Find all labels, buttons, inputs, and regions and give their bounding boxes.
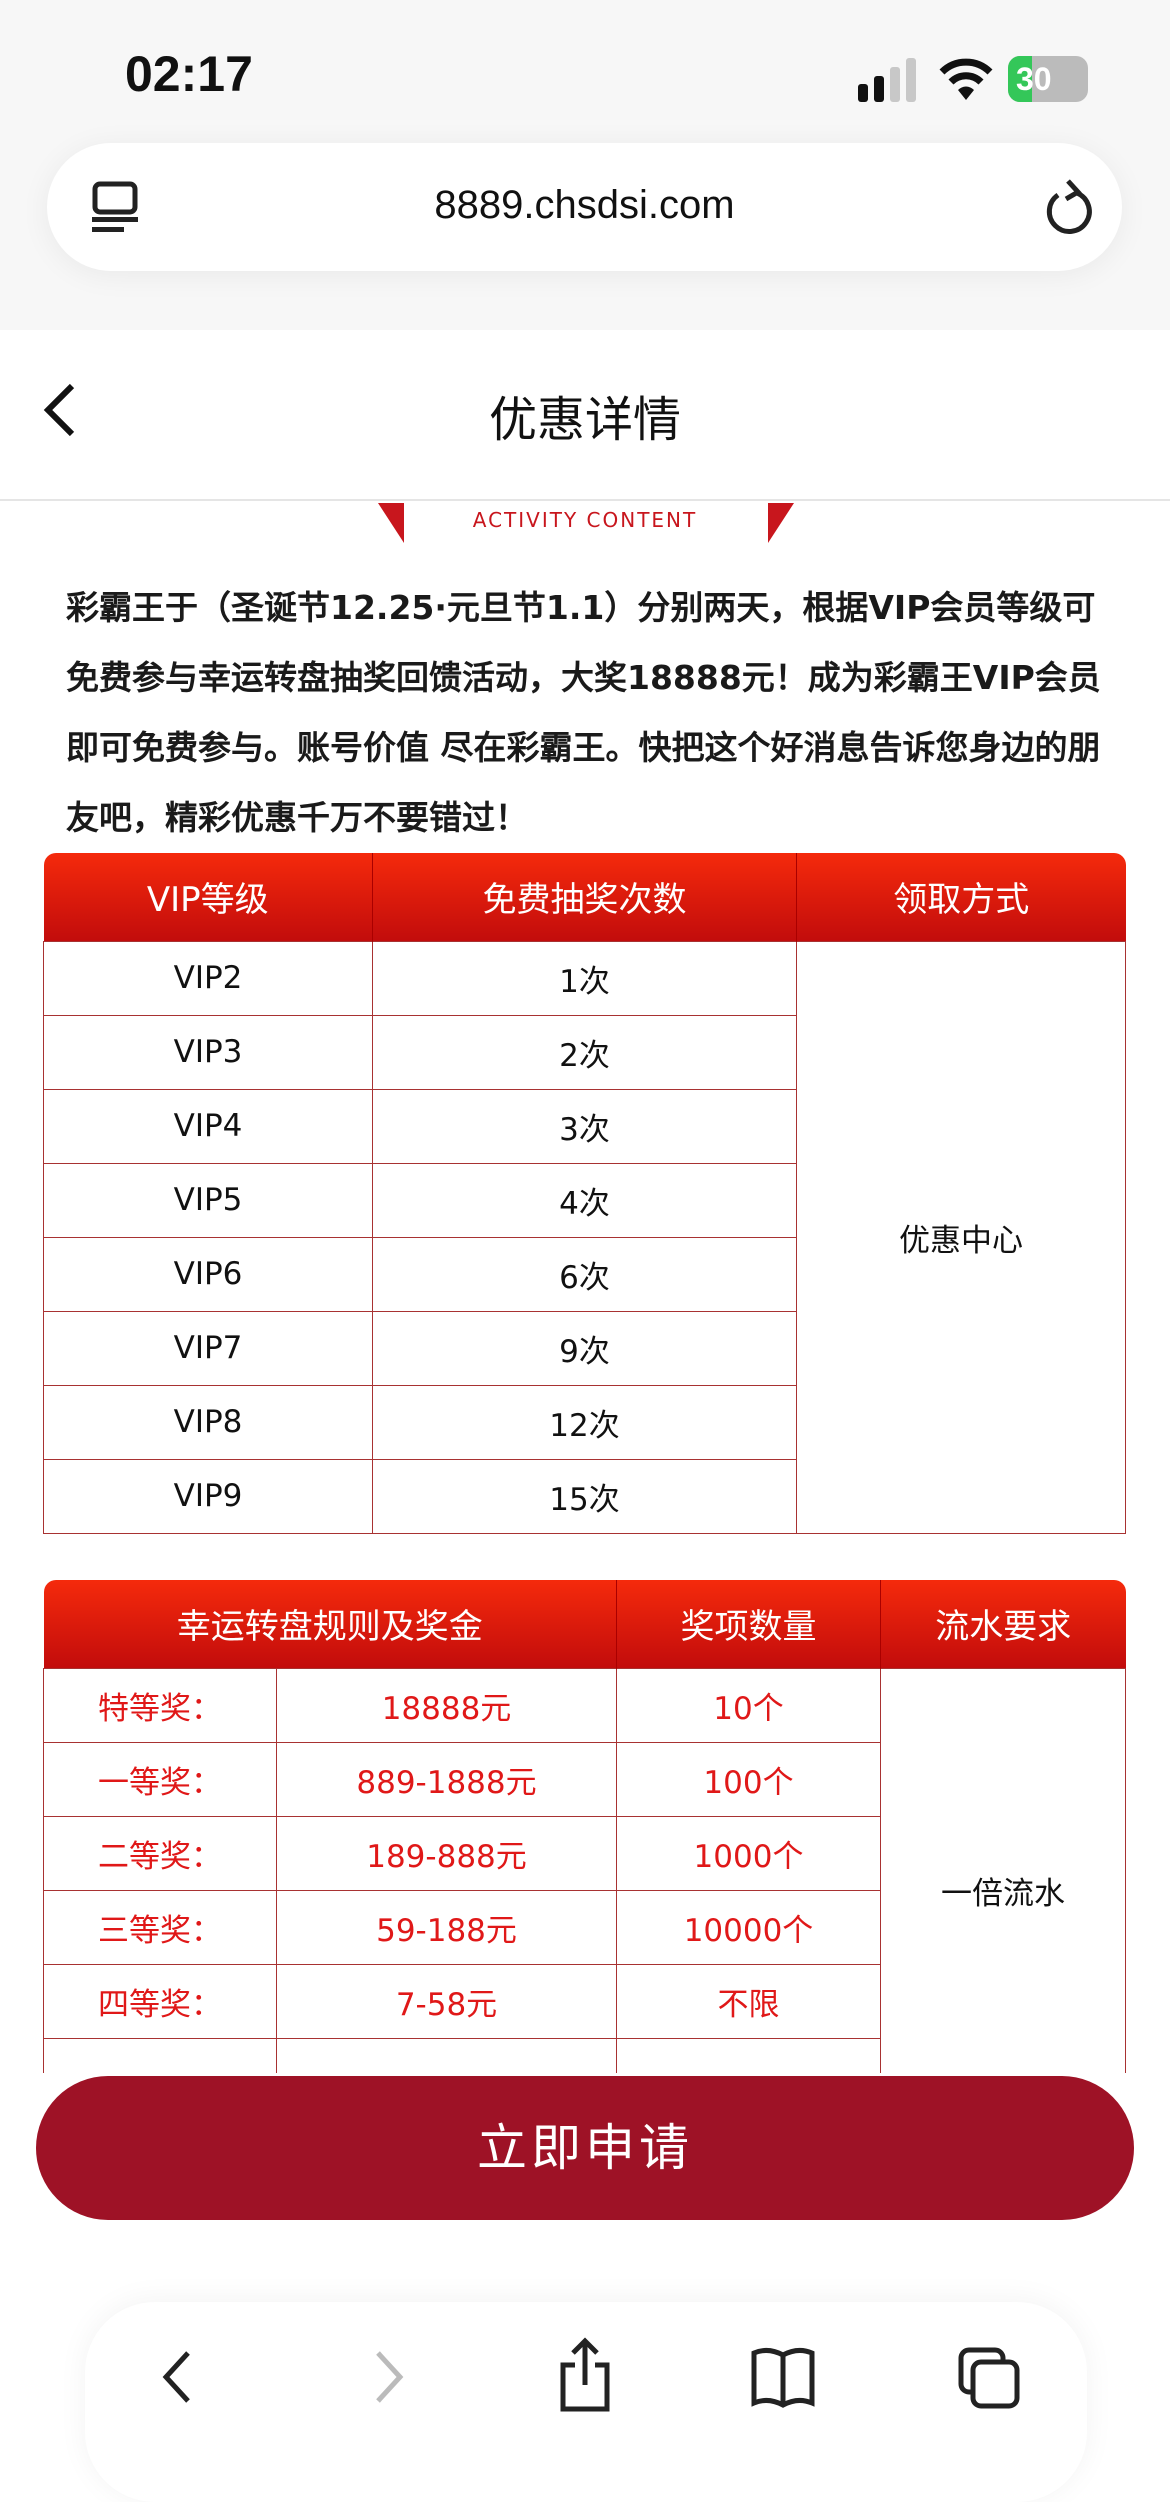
signal-icon xyxy=(858,58,916,102)
table-row: 特等奖： 18888元 10个 一倍流水 xyxy=(43,1667,1126,2073)
prize-tier: 四等奖： xyxy=(43,1963,277,2039)
draw-count: 4次 xyxy=(372,1162,797,1238)
bookmarks-icon[interactable] xyxy=(750,2347,816,2409)
draw-count: 2次 xyxy=(372,1014,797,1090)
prize-tier: 二等奖： xyxy=(43,1815,277,1891)
col-header: 免费抽奖次数 xyxy=(372,853,797,941)
col-header: 奖项数量 xyxy=(616,1580,881,1668)
prize-tier: 特等奖： xyxy=(43,1667,277,1743)
decor-left xyxy=(378,503,404,543)
browser-toolbar xyxy=(85,2302,1087,2502)
table-row: 四等奖： 7-58元 不限 xyxy=(43,1963,1126,2039)
vip-level: VIP4 xyxy=(43,1088,373,1164)
col-header: 领取方式 xyxy=(796,853,1126,941)
table-row: VIP9 15次 xyxy=(43,1458,1126,1534)
prize-amount: 18888元 xyxy=(276,1667,617,1743)
battery-icon: 30 xyxy=(1008,56,1088,102)
prize-amount: 189-888元 xyxy=(276,1815,617,1891)
prize-amount: 59-188元 xyxy=(276,1889,617,1965)
promo-content: ACTIVITY CONTENT 彩霸王于（圣诞节12.25·元旦节1.1）分别… xyxy=(0,503,1170,2073)
reader-icon[interactable] xyxy=(92,181,138,233)
table-row: VIP3 2次 xyxy=(43,1014,1126,1090)
vip-level: VIP3 xyxy=(43,1014,373,1090)
vip-level: VIP2 xyxy=(43,940,373,1016)
col-header: 幸运转盘规则及奖金 xyxy=(43,1580,617,1668)
table-row: VIP6 6次 xyxy=(43,1236,1126,1312)
draw-count: 3次 xyxy=(372,1088,797,1164)
draw-count: 6次 xyxy=(372,1236,797,1312)
page-title: 优惠详情 xyxy=(488,392,681,448)
vip-level: VIP6 xyxy=(43,1236,373,1312)
prize-amount: 889-1888元 xyxy=(276,1741,617,1817)
forward-icon[interactable] xyxy=(368,2347,408,2407)
table-row: VIP7 9次 xyxy=(43,1310,1126,1386)
page-header: 优惠详情 xyxy=(0,330,1170,501)
back-icon[interactable] xyxy=(158,2347,198,2407)
vip-level: VIP9 xyxy=(43,1458,373,1534)
battery-level: 30 xyxy=(1016,61,1052,97)
apply-button[interactable]: 立即申请 xyxy=(36,2076,1134,2220)
address-bar[interactable]: 8889.chsdsi.com xyxy=(47,143,1122,271)
table-row: VIP2 1次 优惠中心 xyxy=(43,940,1126,1534)
draw-count: 1次 xyxy=(372,940,797,1016)
draw-count: 15次 xyxy=(372,1458,797,1534)
table-row: 三等奖： 59-188元 10000个 xyxy=(43,1889,1126,1965)
draw-count: 12次 xyxy=(372,1384,797,1460)
reload-icon[interactable] xyxy=(1044,179,1094,235)
prize-quantity: 10000个 xyxy=(616,1889,881,1965)
wifi-icon xyxy=(939,58,993,100)
url-text[interactable]: 8889.chsdsi.com xyxy=(434,183,735,227)
prize-amount: 7-58元 xyxy=(276,1963,617,2039)
prize-tier: 三等奖： xyxy=(43,1889,277,1965)
table-row: 一等奖： 889-1888元 100个 xyxy=(43,1741,1126,1817)
vip-level: VIP7 xyxy=(43,1310,373,1386)
share-icon[interactable] xyxy=(557,2337,613,2413)
prize-quantity: 100个 xyxy=(616,1741,881,1817)
promo-description: 彩霸王于（圣诞节12.25·元旦节1.1）分别两天，根据VIP会员等级可免费参与… xyxy=(66,588,1101,837)
back-chevron-icon[interactable] xyxy=(40,380,80,440)
vip-level: VIP5 xyxy=(43,1162,373,1238)
table-row: 二等奖： 189-888元 1000个 xyxy=(43,1815,1126,1891)
prize-tier: 一等奖： xyxy=(43,1741,277,1817)
section-subtitle: ACTIVITY CONTENT xyxy=(472,508,698,532)
status-time: 02:17 xyxy=(125,46,253,102)
turnover-requirement: 一倍流水 xyxy=(880,1667,1126,2073)
prize-quantity: 10个 xyxy=(616,1667,881,1743)
vip-table: VIP等级 免费抽奖次数 领取方式 VIP2 1次 优惠中心 VIP3 2次 VIP4 3次… xyxy=(43,853,1126,1534)
prize-quantity: 不限 xyxy=(616,1963,881,2039)
table-row: VIP5 4次 xyxy=(43,1162,1126,1238)
prize-table: 幸运转盘规则及奖金 奖项数量 流水要求 特等奖： 18888元 10个 一倍流水 一等奖… xyxy=(43,1580,1126,2073)
tabs-icon[interactable] xyxy=(958,2347,1020,2409)
draw-count: 9次 xyxy=(372,1310,797,1386)
vip-level: VIP8 xyxy=(43,1384,373,1460)
decor-right xyxy=(768,503,794,543)
col-header: 流水要求 xyxy=(880,1580,1126,1668)
col-header: VIP等级 xyxy=(43,853,373,941)
claim-method: 优惠中心 xyxy=(796,940,1126,1534)
table-row-partial xyxy=(43,2037,1126,2073)
prize-quantity: 1000个 xyxy=(616,1815,881,1891)
